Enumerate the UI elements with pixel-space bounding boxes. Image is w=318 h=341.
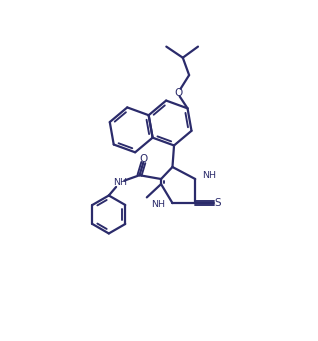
Text: NH: NH <box>202 172 216 180</box>
Text: NH: NH <box>151 200 165 209</box>
Text: O: O <box>139 154 148 164</box>
Text: NH: NH <box>113 178 127 187</box>
Text: O: O <box>174 88 182 98</box>
Text: S: S <box>215 198 221 208</box>
